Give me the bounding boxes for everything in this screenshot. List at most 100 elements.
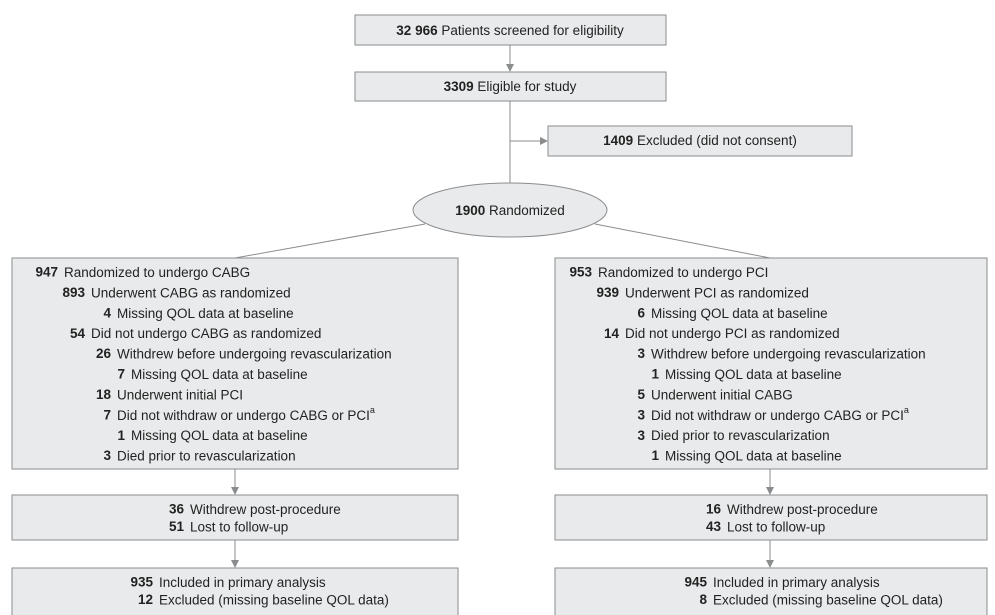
label-text: Missing QOL data at baseline — [665, 367, 842, 382]
label: Missing QOL data at baseline — [131, 428, 308, 443]
label-text: Excluded (missing baseline QOL data) — [159, 592, 389, 607]
label: Missing QOL data at baseline — [665, 367, 842, 382]
label-text: Missing QOL data at baseline — [117, 305, 294, 320]
box-text: 1900 Randomized — [455, 203, 565, 218]
label: Did not undergo CABG as randomized — [91, 326, 321, 341]
count: 7 — [103, 407, 111, 422]
box — [11, 257, 459, 470]
count: 3 — [637, 428, 645, 443]
ellipse — [412, 182, 608, 238]
count: 32 966 — [396, 23, 438, 38]
label-text: Included in primary analysis — [159, 575, 326, 590]
box — [554, 257, 988, 470]
count: 36 — [169, 502, 185, 517]
count: 1409 — [603, 133, 633, 148]
label: Randomized to undergo PCI — [598, 265, 768, 280]
label: Excluded (missing baseline QOL data) — [713, 592, 943, 607]
connector — [234, 223, 426, 259]
label: Underwent CABG as randomized — [91, 285, 291, 300]
label-text: Missing QOL data at baseline — [651, 305, 828, 320]
count: 947 — [35, 265, 58, 280]
label-text: Withdrew post-procedure — [727, 502, 878, 517]
count: 1 — [117, 428, 125, 443]
label: Included in primary analysis — [713, 575, 880, 590]
label-text: Randomized to undergo CABG — [64, 265, 250, 280]
label-text: Underwent initial PCI — [117, 387, 243, 402]
count: 3 — [637, 346, 645, 361]
count: 18 — [96, 387, 112, 402]
label: Excluded (did not consent) — [637, 133, 797, 148]
box — [354, 71, 667, 102]
label-text: Did not undergo CABG as randomized — [91, 326, 321, 341]
label-text: Excluded (missing baseline QOL data) — [713, 592, 943, 607]
label-text: Withdrew post-procedure — [190, 502, 341, 517]
label: Died prior to revascularization — [117, 448, 296, 463]
label-text: Randomized to undergo PCI — [598, 265, 768, 280]
count: 3309 — [444, 79, 474, 94]
label: Withdrew before undergoing revasculariza… — [651, 346, 926, 361]
count: 4 — [103, 305, 111, 320]
count: 953 — [569, 265, 592, 280]
count: 16 — [706, 502, 722, 517]
label: Died prior to revascularization — [651, 428, 830, 443]
label: Did not withdraw or undergo CABG or PCIa — [651, 405, 909, 422]
label-text: Underwent initial CABG — [651, 387, 793, 402]
label-text: Did not undergo PCI as randomized — [625, 326, 840, 341]
count: 6 — [637, 305, 645, 320]
count: 893 — [62, 285, 85, 300]
label: Missing QOL data at baseline — [117, 305, 294, 320]
label: Lost to follow-up — [190, 519, 288, 534]
count: 54 — [70, 326, 86, 341]
box — [554, 567, 988, 615]
label-text: Missing QOL data at baseline — [131, 367, 308, 382]
footnote-marker: a — [904, 405, 909, 415]
footnote-marker: a — [370, 405, 375, 415]
label: Lost to follow-up — [727, 519, 825, 534]
label: Missing QOL data at baseline — [131, 367, 308, 382]
count: 1 — [651, 448, 659, 463]
count: 12 — [138, 592, 153, 607]
box — [547, 125, 853, 157]
box — [354, 14, 667, 46]
count: 935 — [130, 575, 153, 590]
count: 5 — [637, 387, 645, 402]
label: Patients screened for eligibility — [441, 23, 624, 38]
label: Withdrew post-procedure — [727, 502, 878, 517]
label: Randomized — [489, 203, 565, 218]
label-text: Missing QOL data at baseline — [131, 428, 308, 443]
count: 43 — [706, 519, 722, 534]
label: Missing QOL data at baseline — [665, 448, 842, 463]
label: Withdrew before undergoing revasculariza… — [117, 346, 392, 361]
count: 7 — [117, 367, 125, 382]
box — [554, 494, 988, 541]
count: 3 — [103, 448, 111, 463]
label-text: Did not withdraw or undergo CABG or PCI — [117, 407, 370, 422]
label-text: Lost to follow-up — [190, 519, 288, 534]
count: 939 — [596, 285, 619, 300]
label: Eligible for study — [477, 79, 576, 94]
label-text: Lost to follow-up — [727, 519, 825, 534]
label: Randomized to undergo CABG — [64, 265, 250, 280]
count: 1 — [651, 367, 659, 382]
box — [11, 567, 459, 615]
label-text: Withdrew before undergoing revasculariza… — [117, 346, 392, 361]
label: Underwent initial PCI — [117, 387, 243, 402]
label-text: Died prior to revascularization — [117, 448, 296, 463]
label-text: Died prior to revascularization — [651, 428, 830, 443]
label: Excluded (missing baseline QOL data) — [159, 592, 389, 607]
label-text: Underwent CABG as randomized — [91, 285, 291, 300]
box — [11, 494, 459, 541]
label: Underwent PCI as randomized — [625, 285, 809, 300]
label: Underwent initial CABG — [651, 387, 793, 402]
label: Did not withdraw or undergo CABG or PCIa — [117, 405, 375, 422]
box-text: 1409 Excluded (did not consent) — [603, 133, 797, 148]
count: 3 — [637, 407, 645, 422]
box-text: 32 966 Patients screened for eligibility — [396, 23, 624, 38]
count: 1900 — [455, 203, 485, 218]
label-text: Included in primary analysis — [713, 575, 880, 590]
count: 26 — [96, 346, 112, 361]
box-text: 3309 Eligible for study — [444, 79, 577, 94]
count: 14 — [604, 326, 620, 341]
count: 945 — [684, 575, 707, 590]
